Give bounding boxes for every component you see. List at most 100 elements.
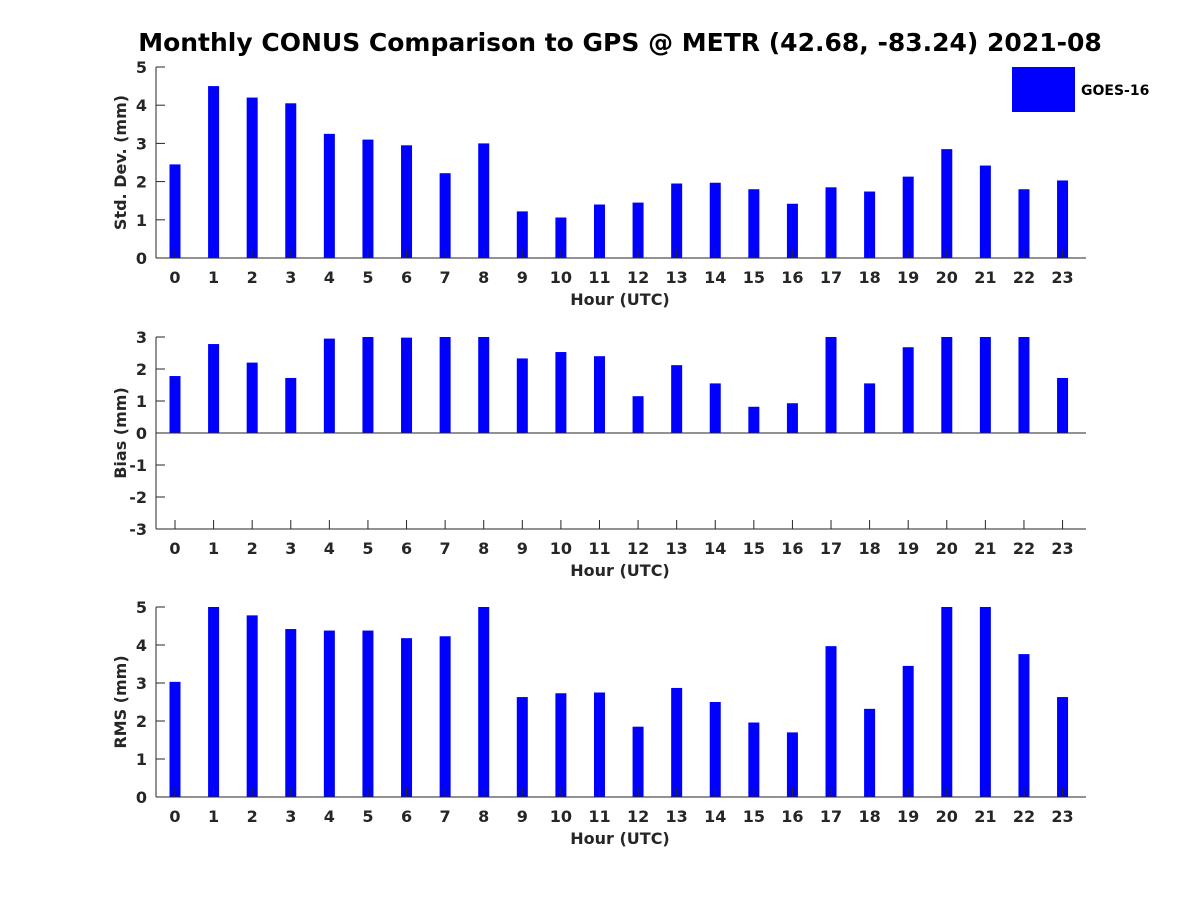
x-tick-label-p1-h5: 5 [362,268,373,287]
legend-swatch [1012,67,1075,112]
x-tick-label-p2-h7: 7 [440,539,451,558]
x-axis-label-p1: Hour (UTC) [570,290,670,309]
bar-p2-h8 [478,337,490,433]
y-axis-label-p1: Std. Dev. (mm) [111,95,130,230]
x-tick-label-p1-h16: 16 [781,268,803,287]
figure-title: Monthly CONUS Comparison to GPS @ METR (… [138,28,1102,57]
x-tick-label-p1-h6: 6 [401,268,412,287]
x-tick-label-p2-h19: 19 [897,539,919,558]
bar-p1-h14 [709,182,721,258]
bar-p1-h23 [1057,180,1069,258]
x-tick-label-p3-h16: 16 [781,807,803,826]
x-tick-label-p3-h23: 23 [1051,807,1073,826]
bar-p1-h7 [439,173,451,258]
bar-p2-h3 [285,377,297,433]
bar-p1-h2 [246,97,258,258]
x-tick-label-p3-h12: 12 [627,807,649,826]
x-tick-label-p2-h2: 2 [247,539,258,558]
x-tick-label-p3-h8: 8 [478,807,489,826]
bar-p1-h15 [748,189,760,258]
x-tick-label-p2-h0: 0 [169,539,180,558]
bar-p1-h9 [516,211,528,258]
bar-p3-h1 [208,607,220,797]
bar-p3-h16 [786,732,798,797]
bar-p1-h11 [593,204,605,258]
x-tick-label-p3-h4: 4 [324,807,335,826]
x-tick-label-p2-h20: 20 [936,539,958,558]
bar-p2-h17 [825,337,837,433]
x-tick-label-p2-h5: 5 [362,539,373,558]
bar-p1-h10 [555,217,567,258]
y-tick-label-p3-4: 4 [136,636,147,655]
x-tick-label-p2-h16: 16 [781,539,803,558]
x-tick-label-p3-h22: 22 [1013,807,1035,826]
x-tick-label-p3-h3: 3 [285,807,296,826]
bar-p2-h11 [593,356,605,433]
x-tick-label-p1-h13: 13 [666,268,688,287]
bar-p3-h13 [671,687,683,797]
y-tick-label-p3-3: 3 [136,674,147,693]
legend-label: GOES-16 [1081,83,1149,99]
bar-p2-h18 [864,383,876,433]
bar-p2-h4 [323,338,335,433]
bar-p3-h14 [709,702,721,797]
x-tick-label-p1-h15: 15 [743,268,765,287]
y-tick-label-p1-2: 2 [136,173,147,192]
bar-p3-h5 [362,630,374,797]
y-tick-label-p1-4: 4 [136,96,147,115]
bar-p1-h13 [671,183,683,258]
bar-p2-h10 [555,352,567,433]
x-tick-label-p2-h1: 1 [208,539,219,558]
bar-p1-h20 [941,149,953,258]
bar-p3-h18 [864,708,876,797]
y-tick-label-p3-5: 5 [136,598,147,617]
x-tick-label-p1-h2: 2 [247,268,258,287]
y-tick-label-p1-1: 1 [136,211,147,230]
x-tick-label-p3-h20: 20 [936,807,958,826]
y-axis-label-p3: RMS (mm) [111,655,130,748]
x-tick-label-p3-h15: 15 [743,807,765,826]
y-axis-label-p2: Bias (mm) [111,387,130,479]
bar-p3-h11 [593,692,605,797]
bar-p3-h12 [632,726,644,797]
x-tick-label-p3-h11: 11 [588,807,610,826]
bar-p3-h19 [902,665,914,797]
bar-p3-h22 [1018,654,1030,797]
x-tick-label-p1-h23: 23 [1051,268,1073,287]
x-tick-label-p2-h12: 12 [627,539,649,558]
y-tick-label-p2-0: -3 [129,520,147,539]
bar-p3-h0 [169,681,181,797]
x-tick-label-p2-h4: 4 [324,539,335,558]
bar-p2-h14 [709,383,721,433]
y-tick-label-p2-3: 0 [136,424,147,443]
x-tick-label-p3-h10: 10 [550,807,572,826]
bar-p2-h6 [401,337,413,433]
bar-p3-h6 [401,638,413,797]
x-tick-label-p1-h18: 18 [858,268,880,287]
bar-p1-h19 [902,176,914,258]
x-tick-label-p3-h19: 19 [897,807,919,826]
x-tick-label-p2-h18: 18 [858,539,880,558]
y-tick-label-p2-1: -2 [129,488,147,507]
bar-p1-h17 [825,187,837,258]
bar-p1-h3 [285,103,297,258]
bar-p3-h3 [285,629,297,797]
x-tick-label-p3-h0: 0 [169,807,180,826]
x-tick-label-p3-h13: 13 [666,807,688,826]
bar-p1-h12 [632,202,644,258]
x-tick-label-p1-h20: 20 [936,268,958,287]
bar-p3-h10 [555,693,567,797]
bar-p1-h5 [362,139,374,258]
bar-p2-h5 [362,337,374,433]
x-tick-label-p1-h19: 19 [897,268,919,287]
bar-p2-h16 [786,403,798,433]
bar-p3-h17 [825,646,837,797]
x-tick-label-p1-h10: 10 [550,268,572,287]
x-tick-label-p2-h10: 10 [550,539,572,558]
x-tick-label-p2-h14: 14 [704,539,726,558]
bar-p3-h2 [246,615,258,797]
bar-p3-h23 [1057,697,1069,797]
bar-p3-h9 [516,697,528,797]
x-tick-label-p2-h21: 21 [974,539,996,558]
x-tick-label-p2-h13: 13 [666,539,688,558]
